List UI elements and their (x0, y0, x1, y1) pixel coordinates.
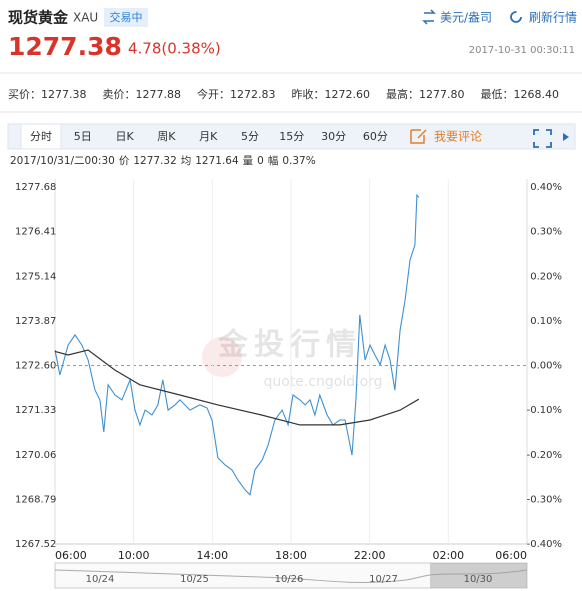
y2-tick-label: 0.10% (530, 316, 562, 327)
y-tick-label: 1272.60 (15, 361, 56, 372)
navigator-label: 10/27 (369, 574, 398, 585)
info-item: 1277.32 (133, 155, 176, 167)
comment-link[interactable]: 我要评论 (434, 130, 482, 144)
y2-tick-label: 0.20% (530, 271, 562, 282)
navigator-label: 10/30 (464, 574, 493, 585)
tab[interactable]: 月K (199, 130, 218, 143)
tabs: 分时 5日 日K 周K 月K 5分 15分 30分 60分 (30, 130, 388, 143)
y-tick-label: 1277.68 (15, 182, 56, 193)
tab[interactable]: 60分 (363, 130, 388, 143)
navigator-window[interactable] (430, 563, 527, 588)
comment-icon (410, 129, 427, 144)
info-line: 2017/10/31/二00:30 价 1277.32 均 1271.64 量 0 幅 0.37… (10, 154, 316, 167)
navigator-trace (54, 569, 528, 583)
stat-value: 1277.38 (41, 88, 87, 101)
x-tick-label: 18:00 (275, 549, 307, 562)
plot: 1277.68 1276.41 1275.14 1273.87 1272.60 1271.… (15, 179, 562, 562)
x-tick-label: 06:00 (55, 549, 87, 562)
status-badge (104, 8, 148, 27)
y-tick-label: 1268.79 (15, 494, 56, 505)
info-item: 幅 (268, 154, 279, 167)
stat-value: 1277.88 (136, 88, 182, 101)
stat-label: 最高： (386, 87, 419, 101)
y2-tick-label: -0.10% (527, 405, 562, 416)
info-item: 1271.64 (195, 155, 239, 167)
active-tab (20, 123, 62, 150)
status: 交易中 (110, 10, 143, 24)
series-line (54, 193, 420, 496)
tab-bar (7, 123, 576, 150)
y-tick-label: 1276.41 (15, 227, 56, 238)
info-item: 2017/10/31/二00:30 (10, 155, 115, 167)
stat-label: 今开： (197, 87, 230, 101)
x-tick-label: 06:00 (495, 549, 527, 562)
y-tick-label: 1275.14 (15, 271, 56, 282)
x-tick-label: 02:00 (432, 549, 464, 562)
stat-value: 1268.40 (514, 88, 560, 101)
tab[interactable]: 15分 (279, 130, 304, 143)
symbol: XAU (73, 11, 98, 25)
y2-tick-label: -0.40% (527, 539, 562, 550)
stats: 买价： 1277.38 卖价： 1277.88 今开： 1272.83 昨收： 1272.60… (8, 87, 559, 101)
stat-value: 1272.83 (230, 88, 276, 101)
timestamp: 2017-10-31 00:30:11 (469, 45, 575, 56)
y2-tick-label: 0.30% (530, 227, 562, 238)
unit-link[interactable]: 美元/盎司 (440, 11, 492, 25)
stat-label: 昨收： (292, 87, 325, 101)
watermark-url: quote.cngold.org (263, 374, 382, 390)
refresh-icon (510, 11, 522, 23)
fullscreen-icon[interactable] (533, 129, 552, 148)
price: 1277.38 (8, 32, 122, 61)
tab[interactable]: 周K (157, 130, 176, 143)
navigator-label: 10/24 (86, 574, 115, 585)
info-item: 量 (243, 155, 254, 167)
refresh-link[interactable]: 刷新行情 (529, 10, 577, 25)
info-item: 价 (119, 155, 130, 167)
series-line (54, 349, 420, 426)
y-tick-label: 1270.06 (15, 450, 56, 461)
y-tick-label: 1267.52 (15, 539, 56, 550)
tab[interactable]: 5分 (241, 130, 259, 143)
stat-value: 1272.60 (325, 88, 371, 101)
stat-label: 最低： (481, 88, 514, 101)
x-tick-label: 14:00 (196, 549, 228, 562)
y-tick-label: 1271.33 (15, 405, 56, 416)
y2-tick-label: -0.30% (527, 494, 562, 505)
tab[interactable]: 5日 (74, 130, 92, 143)
navigator-label: 10/26 (275, 574, 304, 585)
change: 4.78(0.38%) (128, 40, 221, 58)
y2-tick-label: -0.20% (527, 450, 562, 461)
tab[interactable]: 30分 (321, 130, 346, 143)
y2-tick-label: 0.00% (530, 361, 562, 372)
watermark-logo (202, 337, 242, 377)
tab[interactable]: 日K (115, 130, 134, 143)
stat-label: 卖价： (103, 88, 136, 101)
navigator-label: 10/25 (180, 574, 209, 585)
title: 现货黄金 (8, 9, 69, 27)
stat-value: 1277.80 (419, 88, 465, 101)
switch-icon (422, 9, 436, 25)
tab[interactable]: 分时 (30, 130, 52, 143)
stat-label: 买价： (8, 88, 41, 101)
navigator (54, 562, 528, 589)
y-tick-label: 1273.87 (15, 316, 56, 327)
x-tick-label: 22:00 (354, 549, 386, 562)
info-item: 0.37% (282, 155, 315, 167)
navigator-labels: 10/24 10/25 10/26 10/27 10/30 (86, 574, 493, 585)
y2-tick-label: 0.40% (530, 182, 562, 193)
expand-icon[interactable] (563, 133, 569, 141)
x-tick-label: 10:00 (118, 549, 150, 562)
watermark: 金投行情 (217, 328, 362, 363)
info-item: 均 (181, 155, 192, 167)
info-item: 0 (257, 155, 264, 167)
